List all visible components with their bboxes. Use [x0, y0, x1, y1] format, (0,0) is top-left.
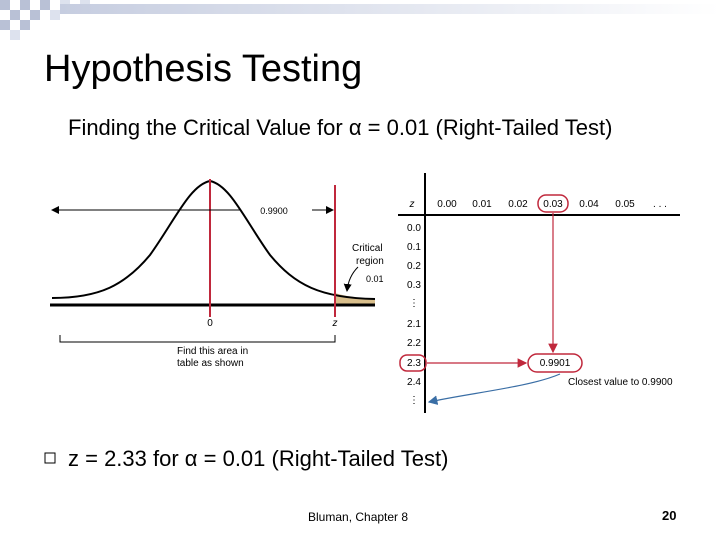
row-label: 2.4 [407, 377, 421, 388]
row-label-highlight: 2.3 [407, 358, 421, 369]
curve-area-label: 0.9900 [260, 206, 288, 216]
normal-curve [51, 179, 376, 300]
title-bar-gradient [60, 4, 720, 14]
col-header: 0.01 [472, 199, 492, 210]
normal-table-figure: 0.9900 Critical region 0.01 0 z Find thi… [50, 173, 680, 413]
slide-title: Hypothesis Testing [44, 48, 363, 90]
column-headers: 0.00 0.01 0.02 0.03 0.04 0.05 . . . [437, 199, 667, 210]
alpha-label: 0.01 [366, 274, 384, 284]
row-label: 2.2 [407, 338, 421, 349]
row-label: ⋮ [409, 298, 419, 309]
row-label: 0.0 [407, 223, 421, 234]
critical-label: Critical [352, 243, 383, 254]
page-number: 20 [662, 508, 677, 523]
col-header: 0.02 [508, 199, 528, 210]
table-shown-label: table as shown [177, 358, 244, 369]
table-z-header: z [409, 199, 415, 210]
closest-arrow [427, 373, 561, 405]
find-area-label: Find this area in [177, 346, 248, 357]
row-label: 2.1 [407, 319, 421, 330]
z-axis-label: z [332, 318, 338, 329]
row-label: ⋮ [409, 395, 419, 406]
bullet-square-icon [44, 452, 56, 464]
slide-footer: Bluman, Chapter 8 [308, 510, 409, 524]
row-label: 0.2 [407, 261, 421, 272]
area-bracket [59, 335, 336, 343]
col-header: . . . [653, 199, 667, 210]
row-highlight-oval [399, 354, 427, 372]
row-labels: 0.0 0.1 0.2 0.3 ⋮ 2.1 2.2 2.3 2.4 ⋮ [407, 223, 421, 406]
col-header-highlight: 0.03 [543, 199, 563, 210]
col-header: 0.05 [615, 199, 635, 210]
result-text: z = 2.33 for α = 0.01 (Right-Tailed Test… [68, 446, 449, 471]
critical-arrow [343, 266, 359, 292]
region-label: region [356, 256, 384, 267]
col-header: 0.04 [579, 199, 599, 210]
col-header: 0.00 [437, 199, 457, 210]
row-label: 0.3 [407, 280, 421, 291]
zero-label: 0 [207, 318, 213, 329]
table-value: 0.9901 [540, 358, 571, 369]
value-highlight-oval [527, 353, 583, 373]
closest-value-label: Closest value to 0.9900 [568, 377, 673, 388]
slide-subtitle: Finding the Critical Value for α = 0.01 … [68, 115, 613, 140]
column-highlight-oval [537, 194, 569, 213]
row-label: 0.1 [407, 242, 421, 253]
